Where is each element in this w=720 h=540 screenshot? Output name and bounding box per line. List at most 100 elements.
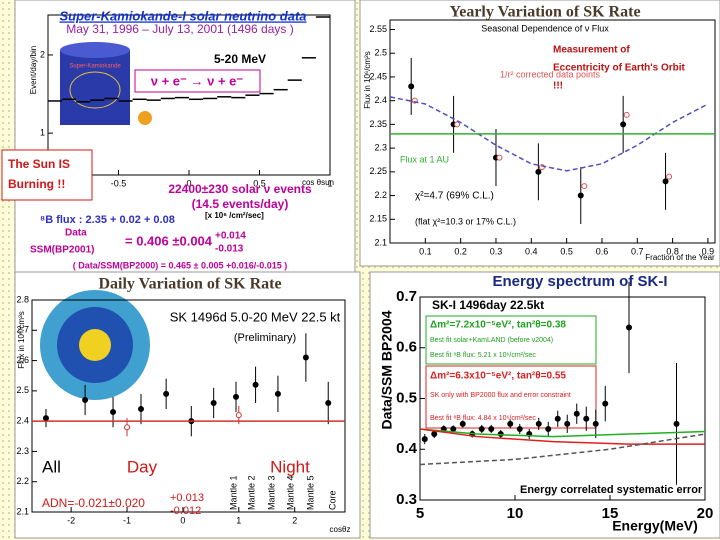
annotation: -0.012 xyxy=(170,505,201,517)
data-point xyxy=(602,400,609,407)
annotation: Δm²=7.2x10⁻⁵eV², tan²θ=0.38 xyxy=(430,320,566,331)
y-tick-label: 2.8 xyxy=(16,294,29,304)
data-point xyxy=(235,412,242,419)
x-axis-label: Energy(MeV) xyxy=(612,518,698,534)
detector-icon xyxy=(60,50,130,125)
y-tick-label: 2.1 xyxy=(374,237,387,247)
annotation: χ²=4.7 (69% C.L.) xyxy=(415,191,494,202)
series-line xyxy=(419,428,705,445)
overlay-text: Super-Kamiokande-I solar neutrino data M… xyxy=(1,4,715,534)
annotation: SSM(BP2001) xyxy=(30,245,94,256)
annotation: = 0.406 ±0.004 xyxy=(125,233,213,248)
x-tick-label: 1 xyxy=(236,516,241,526)
y-tick-label: 2.2 xyxy=(374,190,387,200)
annotation: Super-Kamiokande xyxy=(69,64,121,70)
annotation: ⁸B flux : 2.35 + 0.02 + 0.08 xyxy=(40,214,175,226)
x-axis-label: cosθz xyxy=(330,525,351,534)
data-point xyxy=(581,183,588,190)
annotation: +0.014 xyxy=(215,231,246,242)
reaction-box xyxy=(134,69,261,93)
x-tick-label: 0 xyxy=(186,179,191,189)
x-tick-label: 0.7 xyxy=(631,247,644,257)
data-point xyxy=(564,420,571,427)
annotation: ( Data/SSM(BP2000) = 0.465 ± 0.005 +0.01… xyxy=(73,260,288,270)
chart-title: Daily Variation of SK Rate xyxy=(98,276,281,293)
data-point xyxy=(535,168,542,175)
y-axis-label: Flux in 10⁶/cm²s xyxy=(363,51,372,109)
data-point xyxy=(233,393,240,400)
y-tick-label: 2.45 xyxy=(369,71,387,81)
data-point xyxy=(274,390,281,397)
annotation: ADN=-0.021±0.020 xyxy=(42,496,145,510)
annotation: 5-20 MeV xyxy=(214,52,266,66)
data-point xyxy=(124,424,131,431)
data-point xyxy=(583,415,590,422)
y-tick-label: 0.3 xyxy=(396,491,417,508)
y-tick-label: 2.2 xyxy=(16,476,29,486)
subtitle: Seasonal Dependence of ν Flux xyxy=(481,23,609,33)
data-point xyxy=(496,154,503,161)
annotation: Mantle 4 xyxy=(285,475,295,510)
annotation: SK 1496d 5.0-20 MeV 22.5 kt xyxy=(170,309,341,324)
data-point xyxy=(82,396,89,403)
data-point xyxy=(662,178,669,185)
y-tick-label: 0.5 xyxy=(396,389,417,406)
callout-box xyxy=(1,149,93,201)
data-point xyxy=(488,425,495,432)
x-tick-label: 0.5 xyxy=(560,247,573,257)
y-tick-label: 0.7 xyxy=(396,288,417,305)
callout: Eccentricity of Earth's Orbit xyxy=(553,63,686,74)
series-label: Flux at 1 AU xyxy=(400,154,449,164)
legend-box xyxy=(425,315,597,365)
data-point xyxy=(42,415,49,422)
x-tick-label: 20 xyxy=(697,505,714,522)
annotation: Best fit ⁸B flux: 5.21 x 10⁶/cm²/sec xyxy=(430,352,536,359)
x-tick-label: 0.9 xyxy=(702,247,715,257)
sun-icon xyxy=(138,111,152,125)
chart-title: Energy spectrum of SK-I xyxy=(492,273,667,290)
y-tick-label: 2.4 xyxy=(16,416,29,426)
annotation: SK only with BP2000 flux and error const… xyxy=(430,392,571,399)
annotation: Mantle 2 xyxy=(246,475,256,510)
data-point xyxy=(431,431,438,438)
x-tick-label: 0 xyxy=(180,516,185,526)
series-line xyxy=(419,428,706,438)
y-tick-label: 1 xyxy=(40,128,45,138)
y-tick-label: 0.4 xyxy=(396,440,418,457)
series-label: Energy correlated systematic error xyxy=(520,484,703,496)
x-tick-label: 0.3 xyxy=(490,247,503,257)
x-tick-label: 0.4 xyxy=(525,247,538,257)
x-tick-label: 5 xyxy=(416,505,424,522)
series-label: 1/r² corrected data points xyxy=(500,69,601,79)
earth-icon xyxy=(79,329,111,361)
annotation: Night xyxy=(270,457,310,476)
y-tick-label: 2.5 xyxy=(374,48,387,58)
chart-title: Yearly Variation of SK Rate xyxy=(449,4,640,21)
data-point xyxy=(554,415,561,422)
x-tick-label: 0.8 xyxy=(666,247,679,257)
data-point xyxy=(325,399,332,406)
data-point xyxy=(450,425,457,432)
annotation: (14.5 events/day) xyxy=(192,197,289,211)
data-point xyxy=(545,425,552,432)
data-point xyxy=(137,406,144,413)
y-axis-label: Flux in 10⁶/cm²s xyxy=(17,311,26,369)
x-tick-label: 2 xyxy=(292,516,297,526)
annotation: 22400±230 solar ν events xyxy=(168,182,312,196)
data-point xyxy=(507,420,514,427)
y-tick-label: 2.25 xyxy=(369,166,387,176)
y-tick-label: 0.6 xyxy=(396,339,417,356)
x-tick-label: 0.1 xyxy=(419,247,432,257)
callout: The Sun IS xyxy=(8,157,70,171)
y-tick-label: 2.5 xyxy=(16,385,29,395)
x-tick-label: -0.5 xyxy=(111,179,127,189)
data-point xyxy=(626,324,632,331)
annotation: Best fit ⁸B flux: 4.84 x 10⁶/cm²/sec xyxy=(430,415,536,422)
data-point xyxy=(666,173,673,180)
annotation: -0.013 xyxy=(215,244,244,255)
data-point xyxy=(210,399,217,406)
data-point xyxy=(516,425,523,432)
data-point xyxy=(592,420,599,427)
panel xyxy=(359,0,720,267)
